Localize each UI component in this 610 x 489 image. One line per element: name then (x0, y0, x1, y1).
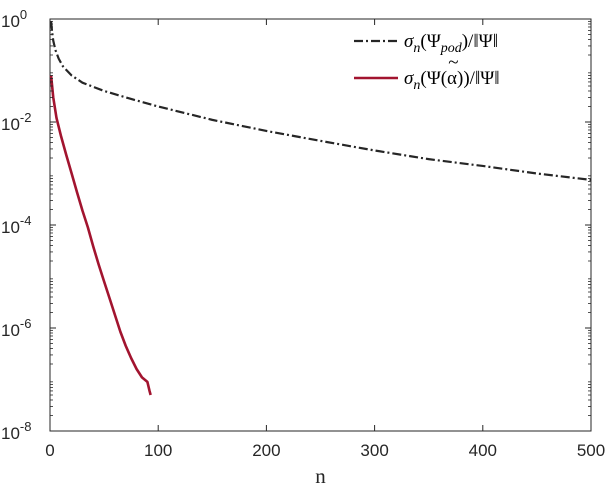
legend-entry-2: σn(Ψ(α))/‖Ψ‖ (404, 68, 500, 93)
plot-area (49, 18, 592, 432)
legend-entry-1: σn(Ψpod)/‖Ψ‖ (404, 31, 498, 56)
y-tick-label: 100 (1, 7, 27, 31)
axes-box (49, 18, 592, 432)
x-tick-label: 0 (45, 441, 54, 460)
series-line-2 (49, 75, 152, 396)
legend: σn(Ψpod)/‖Ψ‖ σn(Ψ(α))/‖Ψ‖~ (354, 31, 500, 93)
x-axis-label: n (315, 464, 326, 488)
x-tick-label: 300 (360, 441, 388, 460)
y-tick-label: 10-8 (1, 419, 31, 443)
y-tick-label: 10-6 (1, 316, 31, 340)
x-tick-label: 200 (252, 441, 280, 460)
y-axis: 10-8 10-6 10-4 10-2 100 (1, 7, 591, 443)
y-tick-label: 10-2 (1, 110, 31, 134)
series-line-1 (49, 21, 592, 182)
y-tick-label: 10-4 (1, 213, 31, 237)
x-tick-label: 100 (144, 441, 172, 460)
x-tick-label: 500 (577, 441, 605, 460)
legend-tilde: ~ (448, 52, 458, 73)
x-tick-label: 400 (469, 441, 497, 460)
x-axis: 0 100 200 300 400 500 (45, 19, 605, 460)
